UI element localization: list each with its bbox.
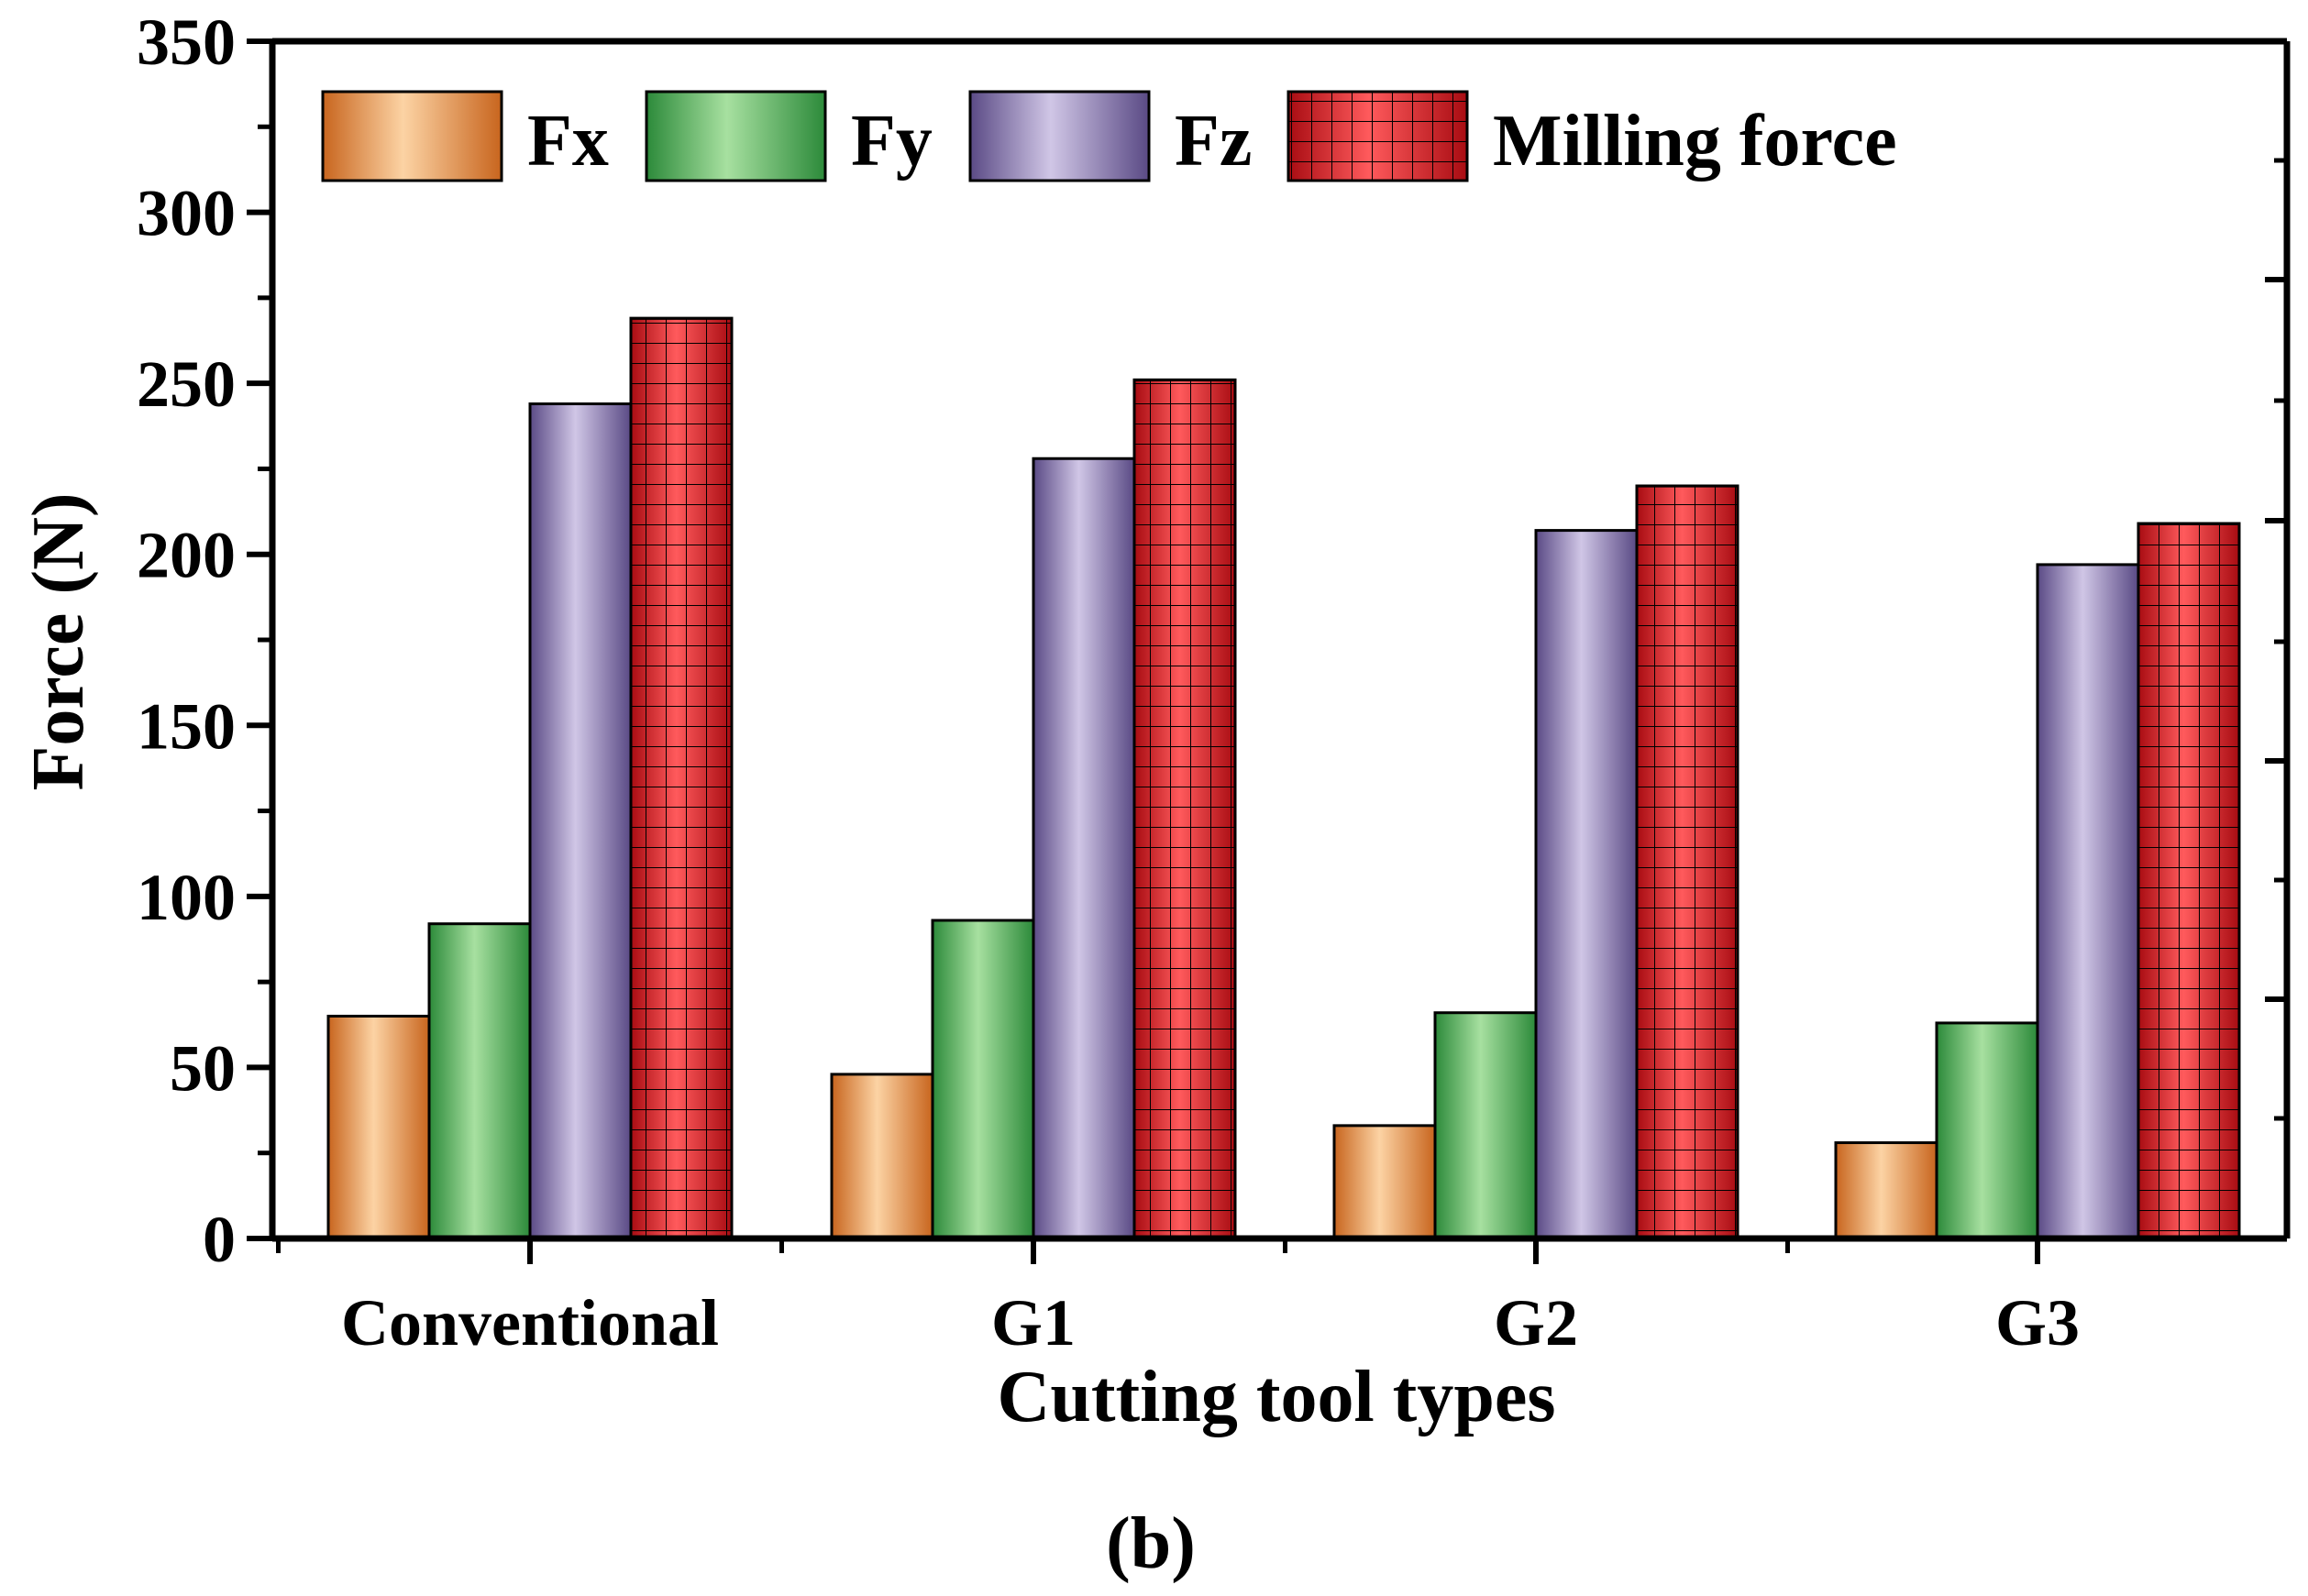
legend-label-fx: Fx <box>527 101 609 182</box>
legend-label-fy: Fy <box>851 101 933 182</box>
right-axis-ticks <box>2265 158 2287 1121</box>
legend-label-milling-force: Milling force <box>1493 101 1897 182</box>
bar-fz-g1 <box>1032 457 1136 1240</box>
figure-caption: (b) <box>1106 1503 1196 1584</box>
y-axis-ticks: 0 50 100 150 200 250 300 350 <box>137 6 272 1276</box>
legend-label-fz: Fz <box>1175 101 1252 182</box>
x-tick-label: Conventional <box>341 1286 719 1359</box>
bar-grid-milling-force-g2 <box>1635 484 1739 1240</box>
y-axis-title: Force (N) <box>18 493 99 791</box>
x-tick-label: G2 <box>1494 1286 1578 1359</box>
y-tick-label: 100 <box>137 861 236 934</box>
x-axis-title: Cutting tool types <box>998 1357 1556 1437</box>
x-tick-label: G3 <box>1995 1286 2080 1359</box>
legend-swatch-fy <box>645 90 827 182</box>
bars-layer <box>326 316 2241 1240</box>
legend-swatch-milling-force-grid <box>1287 90 1469 182</box>
y-tick-label: 200 <box>137 519 236 592</box>
bar-fz-g2 <box>1534 529 1639 1240</box>
bar-fy-g3 <box>1935 1021 2039 1240</box>
legend: Fx Fy Fz Milling force <box>321 90 1897 182</box>
y-tick-label: 350 <box>137 6 236 79</box>
bar-fy-g1 <box>931 919 1035 1240</box>
y-tick-label: 50 <box>170 1031 236 1105</box>
bar-fx-g2 <box>1332 1124 1437 1240</box>
x-tick-label: G1 <box>991 1286 1076 1359</box>
bar-grid-milling-force-g1 <box>1132 378 1237 1240</box>
y-tick-label: 0 <box>203 1203 236 1276</box>
bar-fx-conventional <box>326 1014 431 1240</box>
legend-swatch-fx <box>321 90 503 182</box>
bar-fx-g3 <box>1834 1141 1938 1240</box>
bar-fz-g3 <box>2036 563 2140 1240</box>
bar-grid-milling-force-conventional <box>629 316 734 1240</box>
legend-swatch-fz <box>968 90 1151 182</box>
bar-fx-g1 <box>830 1073 934 1240</box>
bar-fz-conventional <box>528 402 633 1240</box>
y-tick-label: 300 <box>137 177 236 250</box>
bar-fy-conventional <box>427 922 532 1240</box>
y-tick-label: 250 <box>137 347 236 421</box>
y-tick-label: 150 <box>137 689 236 763</box>
x-axis-ticks: Conventional G1 G2 G3 <box>276 1238 2080 1359</box>
bar-fy-g2 <box>1433 1011 1538 1240</box>
bar-grid-milling-force-g3 <box>2137 522 2241 1240</box>
